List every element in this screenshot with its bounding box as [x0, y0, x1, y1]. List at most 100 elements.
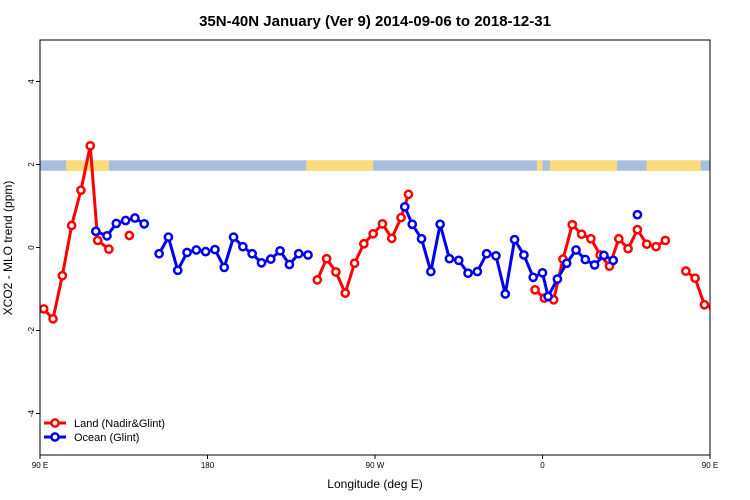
data-point [576, 229, 587, 240]
data-point [238, 241, 248, 252]
data-point [509, 234, 520, 245]
data-point [40, 304, 49, 314]
data-point [399, 201, 410, 212]
x-axis: 90 E 180 90 W 0 90 E [32, 455, 718, 470]
data-point [172, 265, 183, 276]
legend-swatch-marker [50, 432, 60, 442]
data-point [163, 232, 174, 242]
series-line [42, 144, 110, 321]
x-axis-label: Longitude (deg E) [327, 477, 422, 491]
data-point [481, 248, 492, 259]
legend-label: Land (Nadir&Glint) [74, 418, 165, 430]
landmask-ocean [40, 160, 710, 171]
x-tick-label: 180 [201, 461, 215, 470]
data-point [321, 253, 332, 264]
data-point [275, 245, 285, 256]
data-point [632, 209, 643, 220]
x-tick-label: 90 W [366, 461, 385, 470]
y-tick-label: -4 [27, 409, 36, 417]
series-0 [40, 140, 745, 324]
y-tick-label: 4 [27, 79, 36, 84]
data-point [154, 248, 164, 259]
series-1 [90, 201, 643, 302]
data-point [435, 219, 445, 230]
data-point [567, 219, 578, 230]
data-point [92, 235, 103, 246]
data-point [377, 218, 388, 229]
landmask-land-3 [549, 160, 617, 171]
data-point [463, 268, 473, 279]
data-point [613, 233, 624, 244]
data-point [111, 218, 122, 229]
data-point [182, 247, 192, 258]
y-axis: -4 -2 0 2 4 [27, 79, 40, 417]
data-point [66, 220, 77, 231]
data-point [729, 272, 736, 279]
data-point [139, 218, 150, 229]
data-point [368, 228, 378, 239]
data-point [210, 244, 220, 255]
series-line [534, 223, 667, 302]
data-point [407, 219, 418, 230]
data-point [124, 230, 135, 241]
data-point [530, 284, 540, 295]
data-point [284, 259, 295, 270]
y-tick-label: 2 [27, 162, 36, 167]
data-point [738, 222, 745, 229]
landmask-land-4 [646, 160, 701, 171]
data-point [453, 255, 464, 266]
data-point [586, 233, 596, 244]
data-point [191, 245, 202, 255]
data-point [623, 243, 633, 254]
data-point [130, 213, 140, 223]
data-point [228, 232, 239, 242]
legend-swatch-marker [50, 418, 60, 428]
data-point [219, 262, 230, 273]
data-point [120, 215, 131, 226]
data-point [660, 235, 671, 246]
data-point [416, 233, 427, 244]
x-tick-label: 90 E [32, 461, 48, 470]
data-point [425, 266, 436, 277]
data-point [699, 299, 710, 310]
data-point [76, 185, 86, 196]
landmask-land-1 [306, 160, 374, 171]
data-point [599, 250, 609, 261]
data-point [256, 258, 267, 268]
data-point [312, 275, 323, 285]
data-point [680, 266, 691, 277]
data-point [632, 224, 643, 235]
data-point [403, 189, 414, 200]
data-point [608, 255, 619, 266]
data-point [104, 244, 114, 255]
data-point [48, 314, 58, 324]
data-point [340, 288, 351, 298]
y-tick-label: 0 [27, 245, 36, 250]
data-point [580, 254, 591, 265]
x-tick-label: 0 [540, 461, 545, 470]
data-point [303, 250, 313, 260]
data-point [641, 239, 652, 250]
legend: Land (Nadir&Glint) Ocean (Glint) [44, 418, 165, 444]
data-point [331, 267, 341, 277]
y-axis-label: XCO2 - MLO trend (ppm) [1, 181, 15, 316]
series-line [684, 269, 710, 309]
data-point [500, 289, 511, 299]
data-point [719, 315, 726, 322]
data-point [57, 270, 68, 281]
chart-title: 35N-40N January (Ver 9) 2014-09-06 to 20… [199, 13, 551, 30]
data-point [472, 266, 483, 277]
data-point [90, 226, 101, 237]
data-point [543, 291, 553, 302]
legend-item: Ocean (Glint) [44, 432, 139, 444]
data-point [444, 253, 455, 264]
y-tick-label: -2 [27, 326, 36, 334]
data-point [293, 248, 304, 259]
data-point [265, 254, 276, 264]
data-point [386, 233, 397, 244]
x-tick-label: 90 E [702, 461, 718, 470]
data-point [708, 304, 710, 312]
data-point [528, 272, 539, 283]
series-layer [40, 140, 745, 324]
